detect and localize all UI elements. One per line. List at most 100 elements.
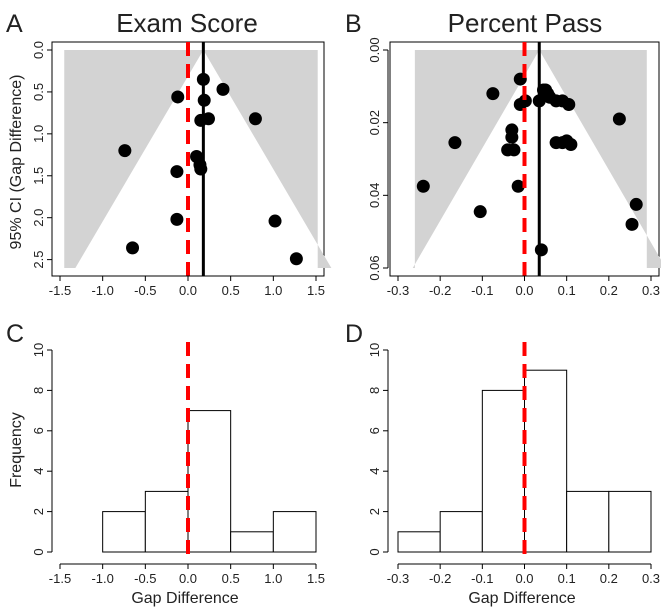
panel-c-x-tick-label-0: -1.5 [49, 571, 71, 586]
panel-d-letter: D [345, 320, 363, 348]
panel-b-letter: B [345, 10, 362, 38]
panel-d-bar-1 [439, 511, 483, 553]
panel-b: B Percent Pass 0.00 0.02 0.04 0.06 -0.3 -0.2 -… [345, 8, 661, 298]
panel-d-x-tick-label-5: 0.2 [600, 571, 618, 586]
panel-b-x-tick-label-3: 0.0 [515, 283, 533, 298]
panel-a-point-0 [196, 72, 210, 86]
panel-a-y-tick-label-5: 2.5 [31, 251, 46, 269]
panel-a-point-3 [197, 93, 211, 107]
panel-b-point-25 [473, 205, 487, 219]
panel-c-x-tick-label-1: -1.0 [91, 571, 113, 586]
panel-a-x-tick-label-4: 0.5 [222, 283, 240, 298]
panel-a-point-5 [201, 112, 215, 126]
panel-c-y-tick-label-1: 2 [31, 508, 46, 515]
panel-d-y-tick-label-3: 6 [367, 427, 382, 434]
panel-d-bar-5 [608, 490, 652, 553]
panel-d-bar-3 [524, 369, 568, 553]
panel-a-point-2 [171, 90, 185, 104]
panel-a-y-tick-label-2: 1.0 [31, 125, 46, 143]
panel-b-point-23 [511, 179, 525, 193]
panel-b-point-6 [532, 94, 546, 108]
panel-a-point-15 [289, 252, 303, 266]
panel-d-y-tick-label-0: 0 [367, 548, 382, 555]
panel-b-x-tick-label-1: -0.2 [429, 283, 451, 298]
panel-a-y-tick-label-1: 0.5 [31, 83, 46, 101]
panel-a: A Exam Score 95% CI (Gap Difference) 0.0… [6, 8, 332, 298]
panel-a-x-tick-label-1: -1.0 [91, 283, 113, 298]
panel-d-bar-4 [566, 490, 610, 553]
panel-d-y-tick-label-2: 4 [367, 468, 382, 475]
panel-d-y-tick-label-4: 8 [367, 387, 382, 394]
panel-c: C Frequency Gap Difference 0 2 4 6 8 10 -1.5 -1… [6, 320, 325, 607]
panel-d-x-tick-label-0: -0.3 [387, 571, 409, 586]
panel-b-point-22 [416, 179, 430, 193]
panel-c-bar-0 [102, 511, 146, 553]
panel-d-y-tick-label-1: 2 [367, 508, 382, 515]
panel-c-bar-4 [272, 511, 317, 553]
panel-c-y-tick-label-0: 0 [31, 548, 46, 555]
panel-a-x-tick-label-6: 1.5 [307, 283, 325, 298]
panel-b-x-tick-label-5: 0.2 [600, 283, 618, 298]
panel-a-point-14 [126, 241, 140, 255]
panel-a-x-tick-label-2: -0.5 [134, 283, 156, 298]
panel-a-y-tick-label-3: 1.5 [31, 167, 46, 185]
panel-c-bar-3 [230, 531, 274, 553]
panel-a-title: Exam Score [116, 8, 258, 38]
panel-b-y-tick-label-2: 0.04 [367, 183, 382, 208]
panel-b-title: Percent Pass [448, 8, 603, 38]
panel-c-y-axis-label: Frequency [8, 412, 25, 488]
panel-d-x-tick-label-3: 0.0 [515, 571, 533, 586]
panel-d-x-tick-label-4: 0.1 [558, 571, 576, 586]
panel-a-x-tick-label-3: 0.0 [179, 283, 197, 298]
panel-a-point-10 [170, 165, 184, 179]
panel-a-y-axis-label: 95% CI (Gap Difference) [8, 75, 25, 250]
panel-a-point-13 [268, 214, 282, 228]
panel-b-point-21 [507, 143, 521, 157]
panel-d-y-tick-label-5: 10 [367, 343, 382, 357]
panel-c-y-tick-label-3: 6 [31, 427, 46, 434]
panel-b-funnel-shading [412, 50, 661, 268]
panel-b-x-tick-label-2: -0.1 [471, 283, 493, 298]
panel-b-point-24 [629, 197, 643, 211]
panel-a-point-1 [216, 82, 230, 96]
panel-a-funnel-shading [64, 50, 332, 268]
panel-c-x-tick-label-5: 1.0 [264, 571, 282, 586]
panel-c-letter: C [6, 320, 24, 348]
panel-d-x-tick-label-1: -0.2 [429, 571, 451, 586]
panel-c-bar-1 [144, 490, 189, 553]
panel-a-point-12 [170, 212, 184, 226]
panel-d: D Gap Difference 0 2 4 6 8 10 -0.3 -0.2 -0.1 0.0 0… [345, 320, 660, 607]
panel-a-point-7 [118, 144, 132, 158]
panel-c-y-tick-label-2: 4 [31, 468, 46, 475]
panel-b-y-tick-label-1: 0.02 [367, 110, 382, 135]
panel-d-x-axis-label: Gap Difference [468, 590, 575, 607]
panel-b-point-8 [513, 98, 527, 111]
panel-d-bar-0 [397, 531, 441, 553]
panel-b-x-tick-label-6: 0.3 [642, 283, 660, 298]
panel-c-x-tick-label-2: -0.5 [134, 571, 156, 586]
panel-b-point-26 [625, 217, 639, 231]
panel-a-letter: A [6, 10, 23, 38]
panel-b-point-27 [534, 243, 548, 257]
panel-b-y-tick-label-3: 0.06 [367, 255, 382, 280]
panel-a-x-tick-label-5: 1.0 [264, 283, 282, 298]
panel-c-x-tick-label-6: 1.5 [307, 571, 325, 586]
panel-b-point-19 [564, 137, 578, 151]
panel-c-x-tick-label-3: 0.0 [179, 571, 197, 586]
panel-b-y-tick-label-0: 0.00 [367, 37, 382, 62]
panel-d-x-tick-label-2: -0.1 [471, 571, 493, 586]
panel-b-point-15 [448, 136, 462, 150]
panel-a-point-6 [248, 112, 262, 126]
panel-b-x-tick-label-0: -0.3 [387, 283, 409, 298]
panel-a-point-11 [194, 162, 208, 176]
panel-b-point-1 [486, 87, 500, 101]
panel-d-x-tick-label-6: 0.3 [642, 571, 660, 586]
panel-c-bar-2 [187, 410, 232, 553]
panel-a-x-tick-label-0: -1.5 [49, 283, 71, 298]
panel-c-y-tick-label-5: 10 [31, 343, 46, 357]
panel-c-x-tick-label-4: 0.5 [222, 571, 240, 586]
panel-b-point-12 [612, 112, 626, 126]
panel-c-y-tick-label-4: 8 [31, 387, 46, 394]
panel-b-point-14 [505, 130, 519, 144]
